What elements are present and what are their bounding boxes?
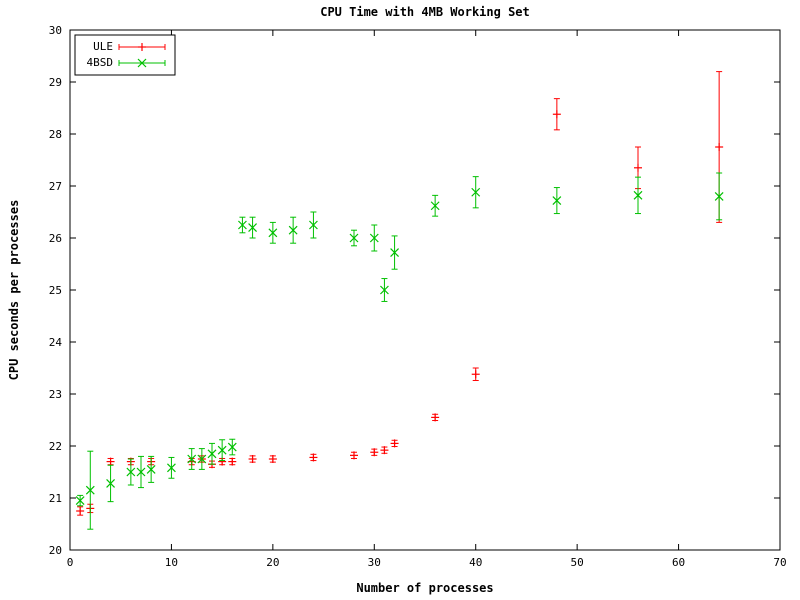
svg-text:23: 23 — [49, 388, 62, 401]
svg-text:21: 21 — [49, 492, 62, 505]
svg-text:20: 20 — [266, 556, 279, 569]
svg-text:10: 10 — [165, 556, 178, 569]
chart-container: 0 10 20 30 40 50 60 70 20 21 22 23 24 25 26 27 28 29 30 CPU… — [0, 0, 800, 600]
svg-text:24: 24 — [49, 336, 63, 349]
svg-text:20: 20 — [49, 544, 62, 557]
svg-text:0: 0 — [67, 556, 74, 569]
svg-text:27: 27 — [49, 180, 62, 193]
svg-text:26: 26 — [49, 232, 62, 245]
series-4BSD — [76, 173, 723, 529]
svg-text:22: 22 — [49, 440, 62, 453]
svg-text:28: 28 — [49, 128, 62, 141]
legend-label-ULE: ULE — [93, 40, 113, 53]
series-ULE — [76, 72, 723, 516]
svg-text:30: 30 — [368, 556, 381, 569]
chart-title: CPU Time with 4MB Working Set — [320, 5, 530, 19]
svg-text:29: 29 — [49, 76, 62, 89]
x-axis-label: Number of processes — [356, 581, 493, 595]
svg-text:40: 40 — [469, 556, 482, 569]
chart-svg: 0 10 20 30 40 50 60 70 20 21 22 23 24 25 26 27 28 29 30 CPU… — [0, 0, 800, 600]
svg-text:70: 70 — [773, 556, 786, 569]
y-axis-label: CPU seconds per processes — [7, 200, 21, 381]
svg-text:25: 25 — [49, 284, 62, 297]
legend: ULE 4BSD — [75, 35, 175, 75]
legend-label-4BSD: 4BSD — [87, 56, 114, 69]
plot-area — [76, 72, 723, 530]
svg-text:30: 30 — [49, 24, 62, 37]
svg-text:50: 50 — [571, 556, 584, 569]
svg-text:60: 60 — [672, 556, 685, 569]
